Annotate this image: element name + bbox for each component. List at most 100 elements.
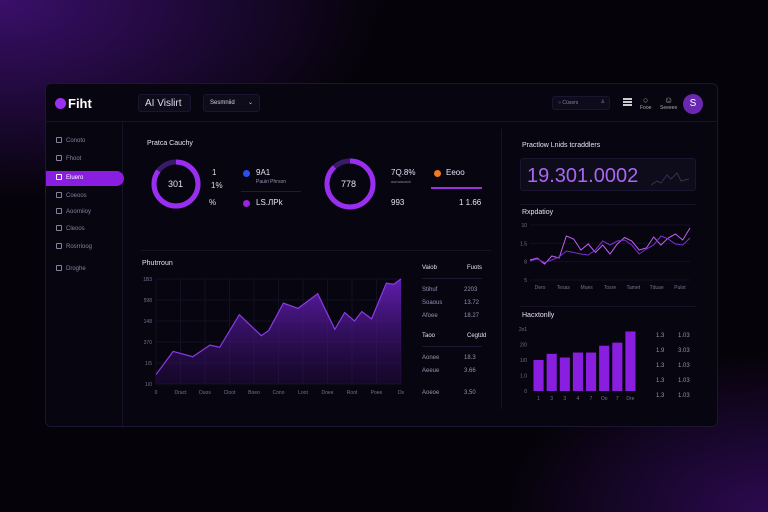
donut-2-value: 778 bbox=[341, 179, 357, 189]
legend-dot-orange bbox=[434, 170, 441, 177]
y-tick-label: 598 bbox=[144, 298, 153, 304]
y-tick-label: 148 bbox=[144, 319, 153, 325]
stat: 993 bbox=[391, 198, 405, 207]
search-input[interactable]: ○ Cüsers ♙ bbox=[552, 96, 610, 110]
x-tick-label: Boeo bbox=[248, 390, 260, 396]
y-tick-label: 1.0 bbox=[520, 374, 527, 380]
table-cell: 1.3 bbox=[656, 333, 665, 339]
x-tick-label: Pulot bbox=[674, 285, 686, 291]
legend-dot-blue bbox=[243, 170, 250, 177]
table-header: Taoo bbox=[422, 333, 436, 339]
table-header: Fuots bbox=[467, 265, 483, 271]
y-tick-label: 0 bbox=[524, 389, 527, 395]
bar bbox=[559, 357, 570, 391]
area-chart-title: Phutrroun bbox=[142, 260, 173, 267]
table-cell: 18.27 bbox=[464, 313, 480, 319]
x-tick-label: 3 bbox=[550, 396, 553, 402]
y-tick-label: 10 bbox=[521, 223, 527, 229]
x-tick-label: 0 bbox=[155, 390, 158, 396]
table-header: Cegtdd bbox=[467, 333, 487, 339]
stat: % bbox=[209, 198, 217, 207]
divider bbox=[520, 204, 696, 205]
y-tick-label: 8 bbox=[524, 260, 527, 266]
x-tick-label: Dre bbox=[626, 396, 634, 402]
y-tick-label: 1/5 bbox=[145, 361, 152, 367]
bar bbox=[586, 352, 597, 391]
sidebar-item-5[interactable]: Cleoos bbox=[46, 222, 124, 237]
legend-dot-purple bbox=[243, 200, 250, 207]
logo: Fiht bbox=[55, 96, 92, 111]
sidebar-item-label: Conoto bbox=[66, 138, 86, 144]
divider bbox=[501, 129, 502, 409]
donut-section-title: Pratca Cauchy bbox=[147, 140, 193, 147]
x-tick-label: Root bbox=[347, 390, 358, 396]
line-series-0 bbox=[529, 227, 691, 265]
table-header: Vaiob bbox=[422, 265, 437, 271]
x-tick-label: 3 bbox=[563, 396, 566, 402]
layout-icon bbox=[56, 174, 62, 180]
sparkline bbox=[651, 172, 689, 186]
lock-icon bbox=[56, 243, 62, 249]
x-tick-label: Tamet bbox=[627, 285, 641, 291]
table-cell: 1.03 bbox=[678, 378, 690, 384]
y-tick-label: 2x1 bbox=[519, 327, 527, 333]
x-tick-label: 4 bbox=[577, 396, 580, 402]
menu-icon[interactable] bbox=[623, 98, 632, 106]
y-tick-label: 2/0 bbox=[520, 343, 527, 349]
bar-chart: 2x1 2/0 1/0 1.0 0 1 3 3 4 7 Oo 7 Dre bbox=[519, 327, 636, 402]
table-cell: 3.50 bbox=[464, 390, 476, 396]
sidebar-item-label: Eluero bbox=[66, 175, 84, 181]
stat-sub: ocroooocol bbox=[391, 179, 411, 184]
x-tick-label: Duos bbox=[199, 390, 211, 396]
x-tick-label: Loot bbox=[298, 390, 308, 396]
copy-icon bbox=[56, 225, 62, 231]
bar bbox=[572, 352, 583, 391]
logo-icon bbox=[55, 98, 66, 109]
calendar-icon bbox=[56, 208, 62, 214]
card-icon bbox=[56, 192, 62, 198]
sidebar-item-6[interactable]: Rosrrioog bbox=[46, 240, 124, 255]
right-title: Practlow Lnids tcraddlers bbox=[522, 142, 601, 149]
sidebar-item-7[interactable]: Droghe bbox=[46, 262, 124, 277]
table-cell: Aeeue bbox=[422, 368, 440, 374]
divider bbox=[141, 250, 491, 251]
help-button[interactable]: ○ Fooe bbox=[640, 95, 652, 111]
table-cell: 18.3 bbox=[464, 355, 476, 361]
legend-label: LS.ЛPk bbox=[256, 198, 283, 207]
sidebar-item-2[interactable]: Eluero bbox=[46, 171, 124, 186]
table-cell: 3.66 bbox=[464, 368, 476, 374]
sidebar-item-1[interactable]: Fhoot bbox=[46, 152, 124, 167]
y-tick-label: 370 bbox=[144, 340, 153, 346]
sidebar-item-0[interactable]: Conoto bbox=[46, 134, 124, 149]
table-cell: 3.03 bbox=[678, 348, 690, 354]
profile-button[interactable]: ☺ Seeeee bbox=[660, 95, 678, 111]
header: Fiht AI Vislirt Sesmniid ⌄ ○ Cüsers ♙ ○ Foo… bbox=[46, 84, 717, 122]
divider bbox=[422, 346, 482, 347]
x-tick-label: Poee bbox=[371, 390, 383, 396]
chevron-down-icon: ⌄ bbox=[247, 100, 253, 106]
workspace-dropdown[interactable]: Sesmniid ⌄ bbox=[203, 94, 260, 112]
area-chart: 1B3 598 148 370 1/5 1/00 Dract Duos Cloot Boeo Con… bbox=[143, 277, 405, 396]
y-tick-label: 1B3 bbox=[143, 277, 152, 283]
donut-arc bbox=[151, 159, 201, 209]
sidebar-item-label: Fhoot bbox=[66, 156, 82, 162]
search-icon bbox=[56, 137, 62, 143]
y-tick-label: 1/0 bbox=[520, 358, 527, 364]
table-cell: 1.03 bbox=[678, 393, 690, 399]
divider bbox=[422, 278, 482, 279]
sidebar-item-label: Aoorniioy bbox=[66, 209, 92, 215]
x-tick-label: Ds bbox=[398, 390, 405, 396]
sidebar-item-4[interactable]: Aoorniioy bbox=[46, 205, 124, 220]
x-tick-label: Dract bbox=[175, 390, 188, 396]
avatar[interactable]: S bbox=[683, 94, 703, 114]
bell-icon: ♙ bbox=[600, 99, 605, 105]
line-series-1 bbox=[529, 235, 691, 264]
sidebar-item-3[interactable]: Coeoos bbox=[46, 189, 124, 204]
stat: 1% bbox=[211, 181, 223, 190]
x-tick-label: Mues bbox=[581, 285, 594, 291]
table-cell: 1.03 bbox=[678, 363, 690, 369]
file-icon bbox=[56, 155, 62, 161]
donut-1-value: 301 bbox=[168, 179, 184, 189]
dashboard-window: Fiht AI Vislirt Sesmniid ⌄ ○ Cüsers ♙ ○ Foo… bbox=[45, 83, 718, 427]
table-cell: 1.3 bbox=[656, 378, 665, 384]
